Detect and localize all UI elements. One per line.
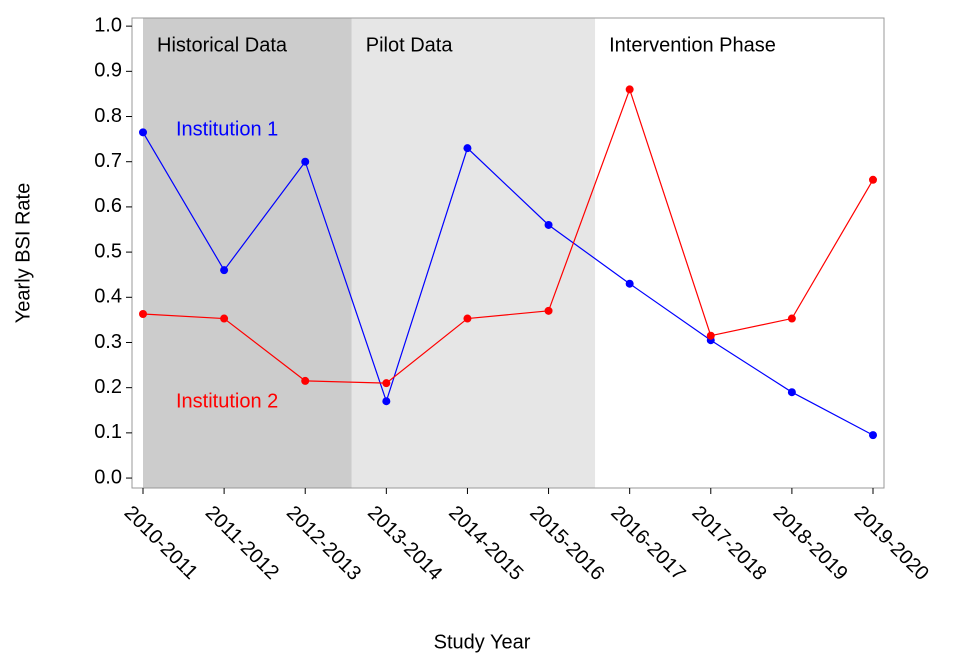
data-point (787, 388, 796, 397)
phase-region (143, 18, 352, 488)
phase-region (595, 18, 884, 488)
x-tick-label: 2010-2011 (120, 502, 202, 584)
x-tick-label: 2013-2014 (363, 502, 446, 585)
y-tick-label: 0.0 (94, 466, 122, 488)
data-point (139, 128, 147, 137)
y-tick-label: 0.4 (94, 286, 122, 308)
y-tick-label: 0.8 (94, 105, 122, 127)
data-point (625, 279, 634, 288)
x-tick-label: 2016-2017 (606, 502, 689, 585)
phase-label: Historical Data (157, 34, 288, 56)
data-point (869, 431, 877, 440)
phase-label: Intervention Phase (609, 34, 776, 56)
y-tick-label: 0.6 (94, 195, 122, 217)
phase-region (351, 18, 596, 488)
y-tick-label: 0.3 (94, 331, 122, 353)
data-point (787, 314, 796, 323)
series-label: Institution 2 (176, 390, 278, 412)
series-line (142, 87, 874, 384)
y-tick-label: 0.7 (94, 150, 122, 172)
data-point (463, 314, 472, 323)
y-axis-title: Yearly BSI Rate (12, 183, 34, 323)
x-tick-label: 2017-2018 (688, 502, 771, 585)
plot-frame (131, 17, 885, 489)
x-tick-label: 2019-2020 (850, 502, 933, 585)
x-tick-label: 2011-2012 (201, 502, 283, 584)
series-line (142, 132, 874, 436)
y-tick-label: 0.5 (94, 240, 122, 262)
data-point (301, 157, 310, 166)
data-point (544, 220, 553, 229)
data-point (382, 397, 391, 406)
y-tick-label: 0.2 (94, 376, 122, 398)
data-point (544, 306, 553, 315)
data-point (301, 376, 310, 385)
data-point (463, 144, 472, 153)
data-point (382, 379, 391, 388)
x-tick-label: 2018-2019 (769, 502, 852, 585)
x-axis-title: Study Year (434, 631, 531, 653)
data-point (869, 175, 877, 184)
series-label: Institution 1 (176, 118, 278, 140)
y-tick-label: 0.1 (94, 421, 122, 443)
data-point (139, 310, 147, 319)
y-tick-label: 0.9 (94, 60, 122, 82)
phase-label: Pilot Data (366, 34, 454, 56)
y-tick-label: 1.0 (94, 14, 122, 36)
x-tick-label: 2014-2015 (444, 502, 527, 585)
data-point (220, 266, 229, 275)
data-point (220, 314, 229, 323)
x-tick-label: 2012-2013 (282, 502, 365, 585)
data-point (706, 331, 715, 340)
data-point (625, 85, 634, 94)
x-tick-label: 2015-2016 (525, 502, 608, 585)
